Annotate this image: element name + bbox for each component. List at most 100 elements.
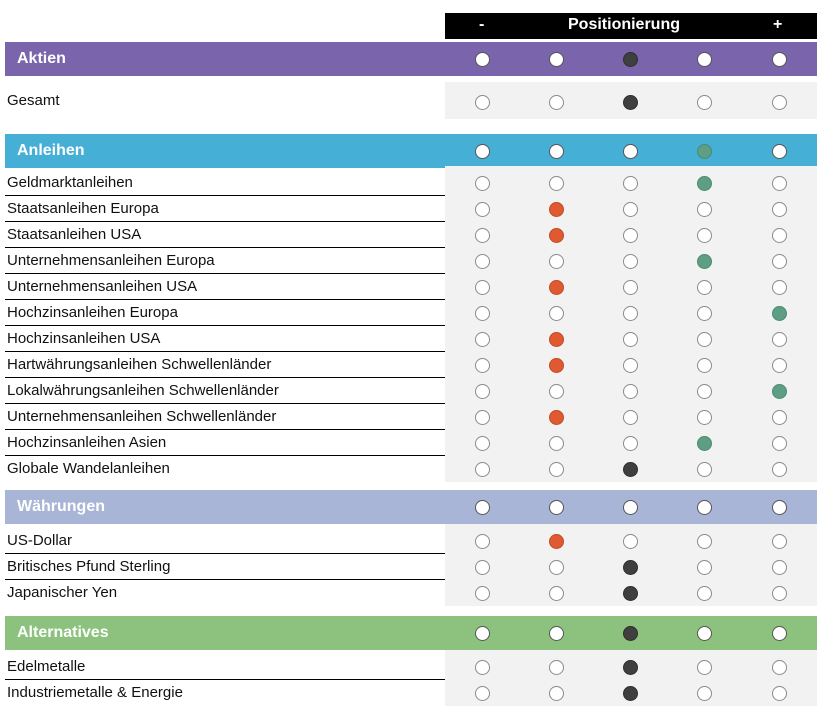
band-indicator-dot xyxy=(474,51,490,67)
row-separator xyxy=(5,579,445,580)
position-dot xyxy=(548,685,564,701)
section-title: Alternatives xyxy=(17,624,109,641)
row-label: Unternehmensanleihen USA xyxy=(7,278,198,295)
row-label: Britisches Pfund Sterling xyxy=(7,558,171,575)
section-title: Aktien xyxy=(17,50,66,67)
row-label: Lokalwährungsanleihen Schwellenländer xyxy=(7,382,279,399)
row-separator xyxy=(5,325,445,326)
position-dot xyxy=(771,585,787,601)
position-dot xyxy=(474,94,490,110)
position-dot xyxy=(622,461,638,477)
band-indicator-dot xyxy=(771,51,787,67)
position-dot xyxy=(696,383,712,399)
position-dot xyxy=(622,585,638,601)
band-indicator-dot xyxy=(622,51,638,67)
band-indicator-dot xyxy=(696,143,712,159)
position-dot xyxy=(771,685,787,701)
row-separator xyxy=(5,377,445,378)
position-dot xyxy=(771,357,787,373)
position-dot xyxy=(696,659,712,675)
row-separator xyxy=(5,273,445,274)
position-dot xyxy=(622,201,638,217)
position-dot xyxy=(474,227,490,243)
position-dot xyxy=(696,409,712,425)
section-title: Anleihen xyxy=(17,142,85,159)
row-separator xyxy=(5,299,445,300)
position-dot xyxy=(771,175,787,191)
position-dot xyxy=(771,253,787,269)
band-indicator-dot xyxy=(771,499,787,515)
position-dot xyxy=(771,279,787,295)
band-indicator-dot xyxy=(622,499,638,515)
position-dot xyxy=(771,331,787,347)
position-dot xyxy=(548,357,564,373)
row-label: Staatsanleihen Europa xyxy=(7,200,159,217)
row-label: Globale Wandelanleihen xyxy=(7,460,170,477)
position-dot xyxy=(622,357,638,373)
position-dot xyxy=(474,559,490,575)
section-band-2: Währungen xyxy=(5,490,817,524)
row-separator xyxy=(5,247,445,248)
position-dot xyxy=(474,279,490,295)
position-dot xyxy=(548,559,564,575)
position-dot xyxy=(474,253,490,269)
position-dot xyxy=(622,435,638,451)
row-label: Japanischer Yen xyxy=(7,584,118,601)
position-dot xyxy=(771,533,787,549)
position-dot xyxy=(622,227,638,243)
band-indicator-dot xyxy=(474,143,490,159)
position-dot xyxy=(474,331,490,347)
row-label: Hochzinsanleihen USA xyxy=(7,330,161,347)
band-indicator-dot xyxy=(548,625,564,641)
position-dot xyxy=(548,533,564,549)
position-dot xyxy=(622,331,638,347)
row-label: Gesamt xyxy=(7,92,60,109)
band-indicator-dot xyxy=(548,499,564,515)
band-indicator-dot xyxy=(771,143,787,159)
position-dot xyxy=(548,94,564,110)
position-dot xyxy=(548,659,564,675)
position-dot xyxy=(771,435,787,451)
row-label: Industriemetalle & Energie xyxy=(7,684,183,701)
band-indicator-dot xyxy=(622,143,638,159)
row-label: Hochzinsanleihen Asien xyxy=(7,434,167,451)
position-dot xyxy=(696,201,712,217)
position-dot xyxy=(474,685,490,701)
position-dot xyxy=(771,461,787,477)
band-indicator-dot xyxy=(696,625,712,641)
position-dot xyxy=(474,305,490,321)
position-dot xyxy=(548,461,564,477)
position-dot xyxy=(696,253,712,269)
position-dot xyxy=(548,409,564,425)
position-dot xyxy=(771,659,787,675)
row-separator xyxy=(5,679,445,680)
position-dot xyxy=(696,175,712,191)
position-dot xyxy=(548,585,564,601)
position-dot xyxy=(474,357,490,373)
position-dot xyxy=(622,279,638,295)
row-label: US-Dollar xyxy=(7,532,73,549)
position-dot xyxy=(696,585,712,601)
band-indicator-dot xyxy=(771,625,787,641)
position-dot xyxy=(771,94,787,110)
position-dot xyxy=(696,357,712,373)
position-dot xyxy=(696,533,712,549)
row-label: Hartwährungsanleihen Schwellenländer xyxy=(7,356,272,373)
position-dot xyxy=(771,409,787,425)
position-dot xyxy=(696,279,712,295)
position-dot xyxy=(696,227,712,243)
position-dot xyxy=(474,383,490,399)
position-dot xyxy=(696,559,712,575)
positioning-header: - Positionierung + xyxy=(445,13,817,39)
position-dot xyxy=(622,659,638,675)
band-indicator-dot xyxy=(696,51,712,67)
position-dot xyxy=(771,559,787,575)
row-separator xyxy=(5,351,445,352)
position-dot xyxy=(474,409,490,425)
position-dot xyxy=(622,305,638,321)
position-dot xyxy=(622,685,638,701)
row-label: Geldmarktanleihen xyxy=(7,174,133,191)
position-dot xyxy=(548,201,564,217)
position-dot xyxy=(622,253,638,269)
position-dot xyxy=(622,409,638,425)
